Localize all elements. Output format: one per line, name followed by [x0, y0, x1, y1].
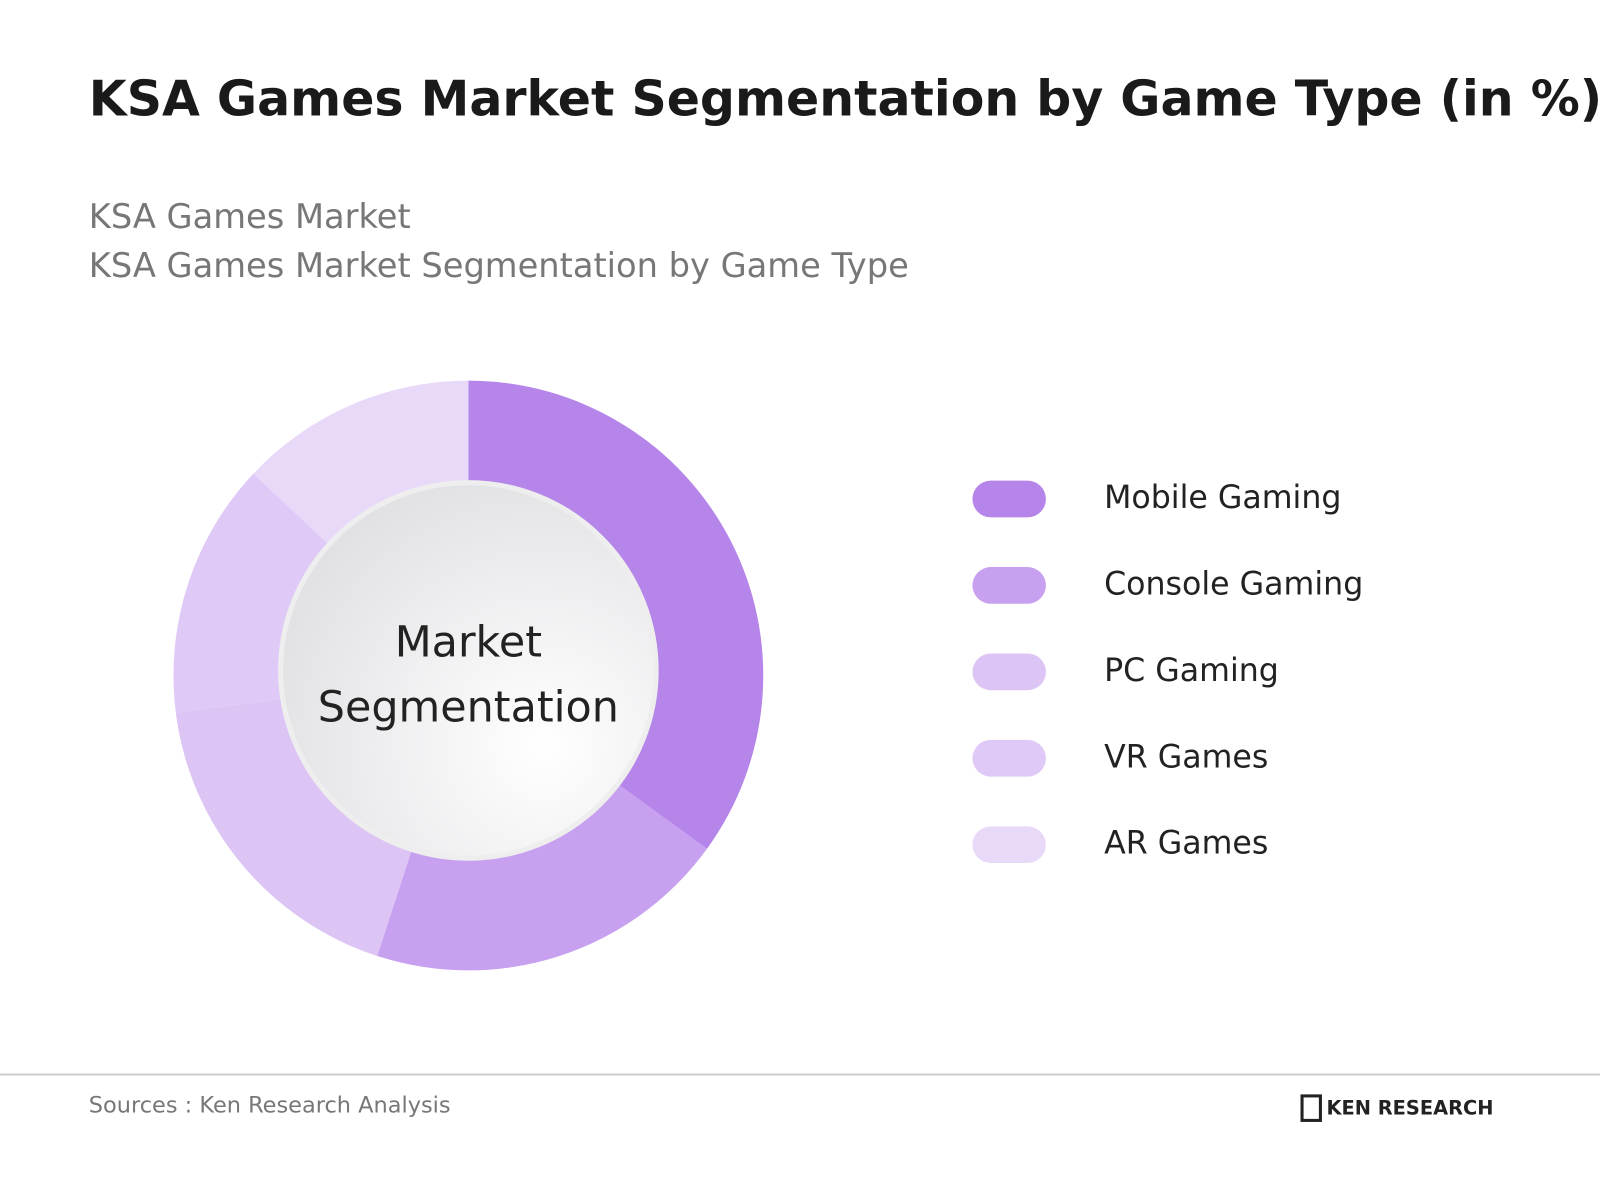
legend-swatch [972, 826, 1046, 864]
source: Sources : Ken Research Analysis [89, 1093, 451, 1119]
legend-label: AR Games [1104, 826, 1268, 862]
center-label: Market [395, 617, 542, 667]
legend-label: PC Gaming [1104, 653, 1279, 689]
slice [253, 380, 469, 550]
legend-swatch [972, 739, 1046, 777]
legend-label: VR Games [1104, 739, 1268, 775]
subtitle: KSA Games Market [89, 197, 411, 236]
legend-label: Console Gaming [1104, 566, 1363, 602]
subtitle: KSA Games Market Segmentation by Game Ty… [89, 246, 909, 285]
legend-label: Mobile Gaming [1104, 480, 1341, 516]
legend-swatch [972, 480, 1046, 518]
slice [173, 473, 335, 713]
legend-swatch [972, 567, 1046, 604]
slice [175, 698, 412, 956]
center-label: Segmentation [318, 683, 619, 733]
donut-hole [278, 480, 659, 861]
brand: KEN RESEARCH [1327, 1097, 1494, 1120]
brand-logo [1300, 1094, 1322, 1122]
legend-swatch [972, 653, 1046, 691]
chart-title: KSA Games Market Segmentation by Game Ty… [89, 71, 1600, 128]
slice [377, 783, 707, 971]
